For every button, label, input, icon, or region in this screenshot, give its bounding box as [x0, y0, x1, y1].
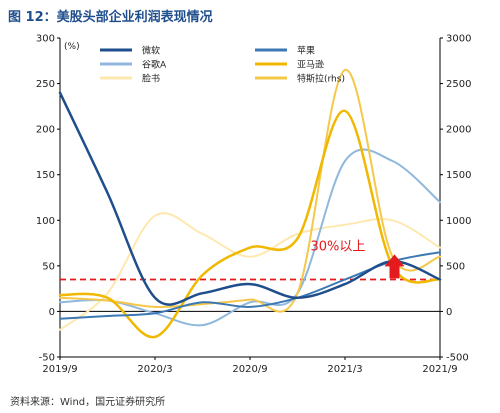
legend-label: 脸书	[142, 73, 160, 85]
legend-label: 亚马逊	[297, 60, 324, 71]
y2-tick-label: 500	[446, 261, 465, 272]
y2-tick-label: 0	[446, 307, 452, 318]
legend-label: 谷歌A	[142, 59, 167, 71]
x-tick-label: 2021/3	[327, 364, 362, 375]
y-tick-label: 150	[36, 170, 55, 181]
annotation-arrow-icon	[384, 254, 405, 279]
y2-tick-label: 1000	[446, 216, 471, 227]
x-axis: 2019/9 2020/3 2020/9 2021/3 2021/9	[42, 310, 458, 375]
series-line-3	[58, 109, 442, 339]
x-tick-label: 2021/9	[422, 364, 457, 375]
y-axis-right: -500 0 500 1000 1500 2000 2500 3000	[439, 34, 471, 364]
y-tick-label: -50	[39, 353, 55, 364]
y2-tick-label: 2000	[446, 125, 471, 136]
legend-label: 特斯拉(rhs)	[297, 73, 345, 85]
y-unit-label: (%)	[64, 42, 80, 52]
legend-label: 苹果	[297, 45, 315, 57]
figure-title: 图 12：美股头部企业利润表现情况	[8, 10, 213, 25]
y2-tick-label: 1500	[446, 170, 471, 181]
series-line-4	[59, 212, 441, 331]
series-line-0	[58, 91, 442, 306]
y-tick-label: 100	[36, 216, 55, 227]
y-tick-label: 300	[36, 34, 55, 45]
series-line-5	[59, 68, 441, 313]
x-tick-label: 2020/9	[232, 364, 267, 375]
y2-tick-label: 3000	[446, 34, 471, 45]
y2-tick-label: -500	[446, 353, 469, 364]
series-lines	[58, 68, 442, 339]
figure-source: 资料来源：Wind，国元证券研究所	[10, 397, 166, 408]
y-tick-label: 0	[49, 307, 55, 318]
y-tick-label: 50	[42, 261, 55, 272]
y-tick-label: 250	[36, 79, 55, 90]
y-tick-label: 200	[36, 125, 55, 136]
legend-label: 微软	[142, 45, 160, 57]
x-tick-label: 2020/3	[137, 364, 172, 375]
y-axis-left: -50 0 50 100 150 200 250 300	[36, 34, 61, 364]
x-tick-label: 2019/9	[42, 364, 77, 375]
y2-tick-label: 2500	[446, 79, 471, 90]
annotation-group: 30%以上	[311, 239, 405, 279]
annotation-text: 30%以上	[311, 239, 366, 254]
